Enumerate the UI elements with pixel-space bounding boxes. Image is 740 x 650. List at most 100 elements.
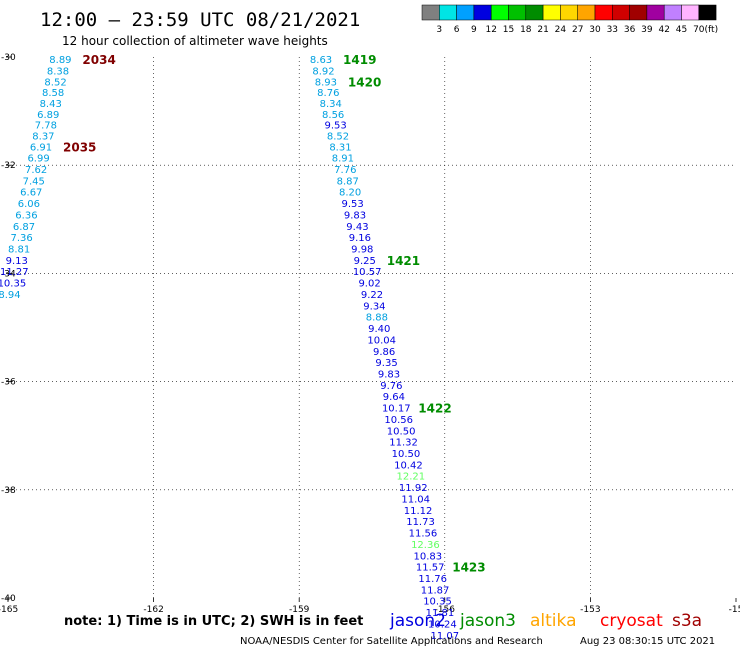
data-label: 6.87 <box>13 222 35 233</box>
data-label: 12.21 <box>397 472 426 483</box>
scale-label: 70 <box>693 25 705 35</box>
scale-label: 45 <box>676 25 687 35</box>
data-label: 11.92 <box>399 483 428 494</box>
data-label: 10.42 <box>394 460 423 471</box>
scale-swatch <box>456 4 475 21</box>
scale-swatch <box>663 4 682 21</box>
data-label: 9.64 <box>383 392 405 403</box>
data-label: 8.91 <box>332 154 354 165</box>
time-label: 2035 <box>63 140 96 154</box>
data-label: 8.56 <box>322 110 344 121</box>
data-label: 8.63 <box>310 55 332 66</box>
data-label: 11.57 <box>416 563 445 574</box>
y-tick-label: -32 <box>1 161 16 171</box>
scale-swatch <box>612 4 630 21</box>
data-label: 9.86 <box>373 347 395 358</box>
data-label: 9.13 <box>6 256 28 267</box>
data-label: 8.81 <box>8 245 30 256</box>
data-label: 9.40 <box>368 324 390 335</box>
scale-label: 27 <box>572 25 583 35</box>
scale-swatch <box>560 4 578 21</box>
data-label: 8.88 <box>366 313 388 324</box>
data-label: 8.20 <box>339 188 361 199</box>
x-tick-label: -15 <box>729 605 740 615</box>
x-tick-label: -153 <box>580 605 600 615</box>
y-tick-label: -36 <box>1 378 16 388</box>
data-label: 10.35 <box>423 597 452 608</box>
scale-label: 30 <box>589 25 601 35</box>
page-title: 12:00 – 23:59 UTC 08/21/2021 <box>40 9 360 31</box>
data-label: 8.37 <box>32 131 54 142</box>
data-label: 7.78 <box>35 121 57 132</box>
data-label: 9.25 <box>354 256 376 267</box>
scale-swatch <box>577 4 596 21</box>
scale-swatch <box>473 4 492 21</box>
data-label: 9.83 <box>378 369 400 380</box>
data-label: 9.35 <box>375 358 397 369</box>
credit-text: NOAA/NESDIS Center for Satellite Applica… <box>240 636 543 647</box>
data-label: 8.87 <box>337 176 359 187</box>
legend-item-jason2: jason2 <box>389 611 446 631</box>
scale-label: 15 <box>503 25 514 35</box>
data-label: 8.31 <box>329 142 351 153</box>
data-label: 10.56 <box>384 415 413 426</box>
scale-swatch <box>525 4 544 21</box>
scale-label: 36 <box>624 25 636 35</box>
y-tick-label: -40 <box>1 594 16 604</box>
data-label: 8.92 <box>312 67 334 78</box>
data-label: 8.38 <box>47 67 69 78</box>
data-label: 8.89 <box>49 55 71 66</box>
data-label: 8.52 <box>44 77 66 88</box>
data-label: 10.04 <box>367 335 396 346</box>
legend-item-altika: altika <box>530 611 577 631</box>
x-tick-label: -159 <box>289 605 310 615</box>
plot-area: -165 -162 -159 -156 -153 -15 -30 -32 -34 -36 -38 -4… <box>0 53 740 642</box>
data-label: 9.43 <box>346 222 368 233</box>
scale-label: 18 <box>520 25 532 35</box>
time-label: 1419 <box>343 53 376 67</box>
time-label: 1420 <box>348 75 381 89</box>
data-label: 11.32 <box>389 438 418 449</box>
y-tick-label: -38 <box>1 486 16 496</box>
scale-label: 9 <box>471 25 477 35</box>
data-label: 8.76 <box>317 88 339 99</box>
scale-swatch <box>508 4 527 21</box>
data-label: 10.50 <box>392 449 421 460</box>
y-tick-label: -30 <box>1 53 16 63</box>
scale-label: 21 <box>537 25 548 35</box>
data-label: 11.87 <box>421 585 450 596</box>
time-label: 1423 <box>452 561 485 575</box>
data-label: 11.04 <box>401 494 430 505</box>
data-label: 11.76 <box>418 574 447 585</box>
y-tick-label: -34 <box>1 269 16 279</box>
data-label: 8.58 <box>42 88 64 99</box>
data-label: 9.16 <box>349 233 371 244</box>
data-label: 8.94 <box>0 290 21 301</box>
scale-label: 6 <box>454 25 460 35</box>
legend-item-cryosat: cryosat <box>600 611 663 631</box>
time-label: 1421 <box>387 254 420 268</box>
data-label: 8.52 <box>327 131 349 142</box>
data-label: 6.06 <box>18 199 40 210</box>
data-label: 10.50 <box>387 426 416 437</box>
data-label: 6.89 <box>37 110 59 121</box>
data-label: 10.57 <box>353 267 382 278</box>
x-tick-label: -165 <box>0 605 18 615</box>
data-label: 7.45 <box>23 176 45 187</box>
data-label: 10.24 <box>428 619 457 630</box>
scale-label: 12 <box>485 25 496 35</box>
data-label: 9.76 <box>380 381 402 392</box>
timestamp-text: Aug 23 08:30:15 UTC 2021 <box>580 636 715 647</box>
scale-label: 42 <box>658 25 669 35</box>
data-label: 10.17 <box>382 404 411 415</box>
scale-swatch <box>490 4 509 21</box>
x-tick-label: -162 <box>143 605 163 615</box>
data-label: 9.53 <box>341 199 363 210</box>
data-label: 6.36 <box>15 210 37 221</box>
satellite-legend: jason2 jason3 altika cryosat s3a <box>389 611 702 631</box>
legend-item-s3a: s3a <box>672 611 702 631</box>
data-label: 10.83 <box>413 551 442 562</box>
data-label: 7.36 <box>10 233 32 244</box>
x-tick-label: -156 <box>435 605 456 615</box>
